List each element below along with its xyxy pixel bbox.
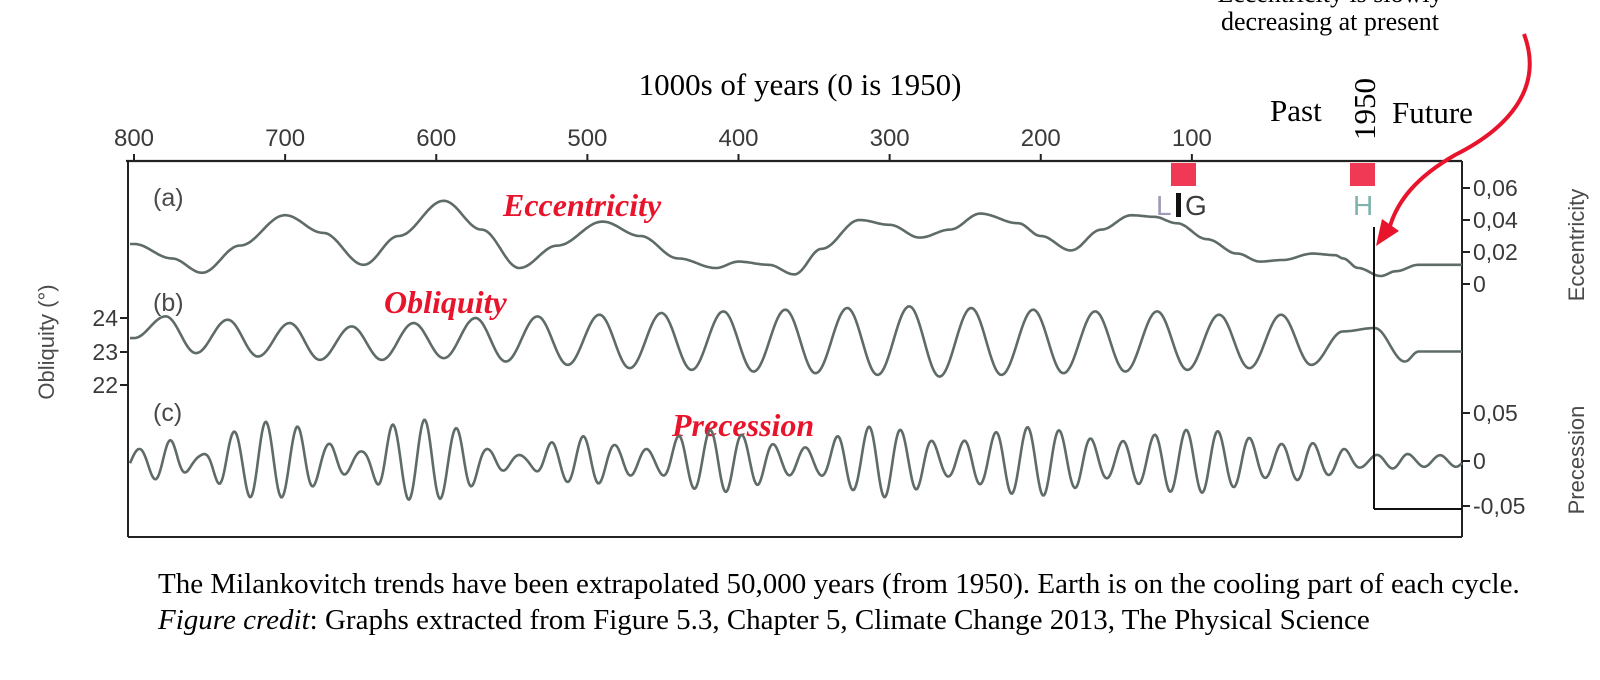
year-1950-label: 1950 [1347,78,1382,140]
future-label: Future [1392,95,1473,130]
x-tick-label: 500 [567,125,607,152]
eccentricity-curve [130,199,1462,278]
precession-curve [128,418,1463,502]
past-label: Past [1270,93,1322,128]
x-tick-label: 100 [1172,125,1212,152]
credit-label: Figure credit [158,604,310,636]
ecc-tick-label: 0,04 [1473,207,1518,233]
prec-tick-label: 0,05 [1473,400,1518,426]
h-label: H [1353,190,1373,221]
annotation-line-1: Eccentricity is slowly [1217,0,1442,8]
obliquity-name: Obliquity [384,284,507,320]
panel-a-letter: (a) [153,184,184,212]
obl-tick-label: 23 [92,339,118,365]
obliquity-axis-label: Obliquity (°) [34,284,59,399]
h-marker [1350,163,1375,186]
obl-tick-label: 22 [92,372,118,398]
x-tick-label: 200 [1021,125,1061,152]
x-tick-label: 700 [265,125,305,152]
panel-b-letter: (b) [153,289,184,317]
eccentricity-axis-label: Eccentricity [1564,189,1589,301]
lig-label-l: L [1156,190,1172,221]
x-axis-title: 1000s of years (0 is 1950) [639,67,962,102]
lig-label-g: G [1185,190,1207,221]
x-tick-label: 800 [114,125,154,152]
x-tick-label: 300 [870,125,910,152]
eccentricity-name: Eccentricity [502,187,662,223]
x-tick-label: 600 [416,125,456,152]
x-axis-ticks: 800 700 600 500 400 300 200 100 [114,125,1212,161]
prec-tick-label: 0 [1473,448,1486,474]
lig-divider [1176,193,1181,217]
caption-text: The Milankovitch trends have been extrap… [158,568,1520,600]
ecc-tick-label: 0 [1473,271,1486,297]
lig-marker [1171,163,1196,186]
prec-tick-label: -0,05 [1473,493,1525,519]
ecc-tick-label: 0,06 [1473,175,1518,201]
obl-tick-label: 24 [92,305,118,331]
annotation-line-2: decreasing at present [1221,7,1440,36]
panel-c-letter: (c) [153,399,182,427]
precession-axis-label: Precession [1564,406,1589,515]
x-tick-label: 400 [718,125,758,152]
obliquity-curve [130,305,1462,378]
obliquity-axis-ticks: 24 23 22 [92,305,128,398]
caption-credit: Figure credit: Graphs extracted from Fig… [158,602,1578,638]
series-curves [128,199,1463,502]
figure-caption: The Milankovitch trends have been extrap… [158,566,1578,638]
right-axis-ticks: 0,06 0,04 0,02 0 0,05 0 -0,05 [1462,175,1525,519]
credit-text: : Graphs extracted from Figure 5.3, Chap… [309,604,1370,636]
ecc-tick-label: 0,02 [1473,239,1518,265]
annotation-arrow [1386,33,1532,235]
annotation-arrowhead [1376,219,1399,246]
